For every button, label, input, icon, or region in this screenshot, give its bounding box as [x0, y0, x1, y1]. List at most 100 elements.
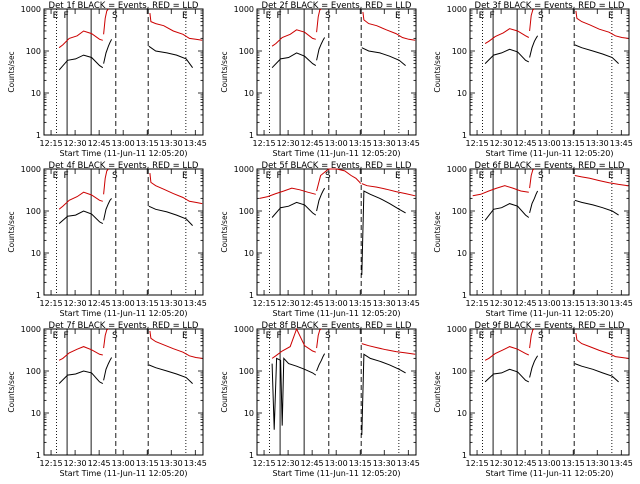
x-tick-label: 13:30	[160, 459, 183, 468]
events-series-line	[484, 48, 530, 64]
x-tick-label: 13:00	[538, 299, 561, 308]
chart-title: Det 7f BLACK = Events, RED = LLD	[49, 321, 199, 331]
events-series-line	[529, 355, 539, 378]
y-tick-label: 100	[26, 367, 41, 376]
events-series-line	[484, 368, 530, 383]
marker-label: F	[276, 11, 281, 21]
x-tick-label: 13:30	[373, 459, 396, 468]
y-tick-label: 10	[457, 409, 467, 418]
events-series-line	[529, 190, 539, 214]
lld-series-line	[361, 183, 416, 197]
x-tick-label: 12:30	[490, 139, 513, 148]
marker-label: E	[395, 171, 401, 181]
events-series-line	[271, 201, 317, 218]
chart-title: Det 8f BLACK = Events, RED = LLD	[262, 321, 412, 331]
lld-series-line	[316, 328, 322, 349]
marker-label: E	[53, 171, 59, 181]
y-tick-label: 1000	[234, 325, 254, 334]
y-tick-label: 100	[239, 47, 254, 56]
lld-series-line	[103, 8, 109, 35]
chart-svg: Det 6f BLACK = Events, RED = LLD 1 10 100 10…	[433, 161, 633, 318]
x-tick-label: 13:15	[562, 299, 585, 308]
x-tick-label: 12:15	[253, 299, 276, 308]
marker-label: E	[479, 11, 485, 21]
x-axis-label: Start Time (11-Jun-11 12:05:20)	[273, 149, 401, 158]
marker-label: F	[63, 331, 68, 341]
marker-label: E	[182, 331, 188, 341]
chart-panel-2: Det 2f BLACK = Events, RED = LLD 1 10 100 10…	[213, 0, 426, 164]
y-tick-label: 1000	[21, 165, 41, 174]
marker-label: F	[276, 171, 281, 181]
events-series-line	[148, 364, 193, 384]
x-tick-label: 13:45	[610, 459, 633, 468]
x-tick-label: 12:45	[301, 459, 324, 468]
lld-series-line	[529, 328, 535, 349]
x-axis-label: Start Time (11-Jun-11 12:05:20)	[273, 309, 401, 318]
x-tick-label: 12:30	[64, 139, 87, 148]
y-tick-label: 10	[244, 89, 254, 98]
events-series-line	[271, 357, 317, 430]
y-tick-label: 1000	[234, 5, 254, 14]
x-tick-label: 13:15	[562, 139, 585, 148]
marker-label: S	[112, 331, 118, 341]
marker-label: S	[538, 171, 544, 181]
y-tick-label: 1	[249, 131, 254, 140]
marker-label: F	[489, 11, 494, 21]
x-tick-label: 13:15	[562, 459, 585, 468]
marker-label: S	[325, 11, 331, 21]
y-tick-label: 1	[462, 291, 467, 300]
x-tick-label: 13:30	[373, 299, 396, 308]
events-series-line	[316, 187, 326, 212]
marker-label: E	[608, 11, 614, 21]
chart-title: Det 9f BLACK = Events, RED = LLD	[475, 321, 625, 331]
lld-series-line	[271, 29, 316, 47]
events-series-line	[103, 198, 112, 221]
x-tick-label: 12:45	[88, 139, 111, 148]
x-tick-label: 13:30	[373, 139, 396, 148]
chart-svg: Det 7f BLACK = Events, RED = LLD 1 10 100 10…	[7, 321, 207, 478]
lld-series-line	[271, 327, 316, 359]
x-tick-label: 13:00	[325, 139, 348, 148]
x-tick-label: 13:00	[538, 459, 561, 468]
x-tick-label: 12:45	[88, 459, 111, 468]
x-tick-label: 12:30	[277, 139, 300, 148]
lld-series-line	[58, 346, 103, 361]
lld-series-line	[58, 191, 103, 210]
events-series-line	[529, 35, 539, 58]
lld-series-line	[484, 28, 530, 45]
chart-title: Det 1f BLACK = Events, RED = LLD	[49, 1, 199, 11]
x-tick-label: 13:00	[112, 459, 135, 468]
events-series-line	[574, 44, 619, 64]
plot-frame	[469, 168, 630, 296]
chart-svg: Det 1f BLACK = Events, RED = LLD 1 10 100 10…	[7, 1, 207, 158]
marker-label: E	[182, 11, 188, 21]
x-tick-label: 13:30	[160, 299, 183, 308]
marker-label: E	[53, 331, 59, 341]
x-tick-label: 13:15	[136, 459, 159, 468]
y-tick-label: 1	[36, 291, 41, 300]
x-tick-label: 13:30	[160, 139, 183, 148]
marker-label: S	[112, 11, 118, 21]
x-tick-label: 13:30	[586, 139, 609, 148]
x-tick-label: 13:45	[184, 299, 207, 308]
y-tick-label: 1000	[21, 325, 41, 334]
x-tick-label: 12:15	[40, 459, 63, 468]
events-series-line	[148, 205, 193, 226]
y-tick-label: 1000	[447, 325, 467, 334]
chart-svg: Det 9f BLACK = Events, RED = LLD 1 10 100 10…	[433, 321, 633, 478]
plot-frame	[43, 328, 204, 456]
y-tick-label: 1000	[447, 5, 467, 14]
lld-series-line	[149, 173, 203, 205]
chart-panel-8: Det 8f BLACK = Events, RED = LLD 1 10 100 10…	[213, 320, 426, 484]
chart-panel-6: Det 6f BLACK = Events, RED = LLD 1 10 100 10…	[426, 160, 639, 324]
y-tick-label: 10	[457, 249, 467, 258]
y-tick-label: 100	[26, 207, 41, 216]
marker-label: E	[53, 11, 59, 21]
y-axis-label: Counts/sec	[7, 371, 16, 412]
lld-series-line	[316, 8, 322, 33]
x-tick-label: 12:45	[301, 299, 324, 308]
y-tick-label: 10	[31, 249, 41, 258]
chart-title: Det 4f BLACK = Events, RED = LLD	[49, 161, 199, 171]
events-series-line	[58, 210, 104, 225]
